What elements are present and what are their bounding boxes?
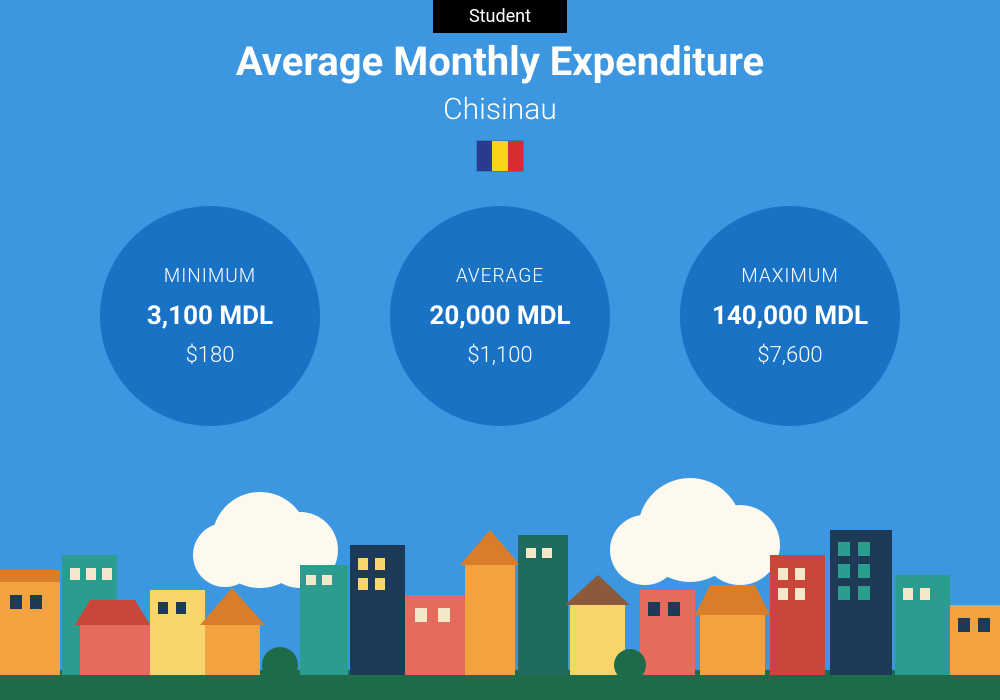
tree-icon bbox=[614, 649, 646, 681]
stat-label: MINIMUM bbox=[164, 264, 256, 287]
building bbox=[405, 595, 465, 675]
building bbox=[895, 575, 950, 675]
building bbox=[518, 535, 568, 675]
stat-circle-average: AVERAGE 20,000 MDL $1,100 bbox=[390, 206, 610, 426]
stat-value: 20,000 MDL bbox=[429, 301, 570, 331]
stat-usd: $7,600 bbox=[757, 343, 822, 368]
page-subtitle: Chisinau bbox=[0, 92, 1000, 127]
stat-value: 140,000 MDL bbox=[712, 301, 868, 331]
cloud-icon bbox=[610, 478, 780, 585]
building bbox=[460, 530, 520, 675]
stat-label: MAXIMUM bbox=[741, 264, 839, 287]
flag-stripe-yellow bbox=[492, 141, 507, 171]
stat-usd: $180 bbox=[186, 343, 235, 368]
skyline-illustration bbox=[0, 460, 1000, 700]
building bbox=[770, 555, 825, 675]
building bbox=[830, 530, 892, 675]
country-flag-icon bbox=[476, 140, 524, 172]
stat-usd: $1,100 bbox=[467, 343, 532, 368]
stat-label: AVERAGE bbox=[456, 264, 544, 287]
building bbox=[150, 590, 205, 675]
building bbox=[300, 565, 348, 675]
building bbox=[350, 545, 405, 675]
infographic-container: Student Average Monthly Expenditure Chis… bbox=[0, 0, 1000, 700]
tree-icon bbox=[262, 647, 298, 683]
category-badge: Student bbox=[433, 0, 567, 33]
building bbox=[0, 570, 60, 675]
badge-label: Student bbox=[469, 6, 531, 27]
stat-value: 3,100 MDL bbox=[147, 301, 273, 331]
page-title: Average Monthly Expenditure bbox=[0, 38, 1000, 85]
stat-circle-maximum: MAXIMUM 140,000 MDL $7,600 bbox=[680, 206, 900, 426]
flag-stripe-blue bbox=[477, 141, 492, 171]
stat-circle-minimum: MINIMUM 3,100 MDL $180 bbox=[100, 206, 320, 426]
building bbox=[200, 588, 265, 675]
building bbox=[695, 585, 770, 675]
building bbox=[640, 590, 695, 675]
flag-stripe-red bbox=[508, 141, 523, 171]
building bbox=[950, 605, 1000, 675]
stats-row: MINIMUM 3,100 MDL $180 AVERAGE 20,000 MD… bbox=[0, 206, 1000, 426]
building bbox=[75, 600, 150, 675]
